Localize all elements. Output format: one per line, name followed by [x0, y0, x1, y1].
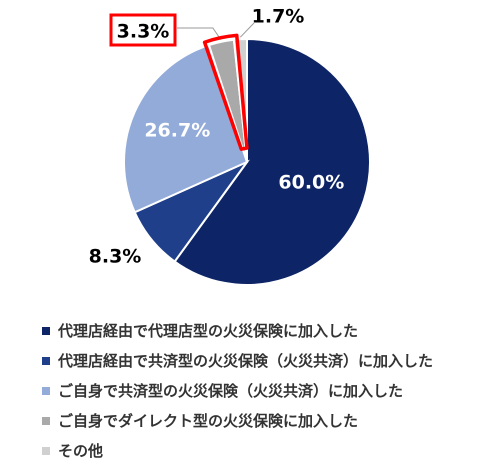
legend-item-5: その他 [40, 436, 433, 466]
data-label-slice-4: 3.3% [117, 21, 170, 43]
data-label-slice-2: 8.3% [89, 246, 142, 268]
data-label-slice-1: 60.0% [278, 171, 344, 193]
leader-line-slice-4 [177, 27, 222, 41]
legend-swatch-3 [42, 387, 50, 395]
pie-slice-1 [173, 37, 371, 286]
legend-swatch-1 [42, 327, 50, 335]
legend-label-4: ご自身でダイレクト型の火災保険に加入した [58, 412, 359, 430]
legend-item-1: 代理店経由で代理店型の火災保険に加入した [40, 316, 433, 346]
legend-item-2: 代理店経由で共済型の火災保険（火災共済）に加入した [40, 346, 433, 376]
pie-chart: 60.0% 8.3% 26.7% 3.3% 1.7% [89, 6, 371, 286]
highlight-outline-slice-4 [202, 33, 249, 151]
highlight-label-box [109, 13, 177, 47]
legend-label-5: その他 [58, 442, 104, 460]
legend-swatch-5 [42, 447, 50, 455]
legend-swatch-2 [42, 357, 50, 365]
data-label-slice-5: 1.7% [252, 6, 305, 28]
data-label-slice-3: 26.7% [144, 120, 210, 142]
legend-label-3: ご自身で共済型の火災保険（火災共済）に加入した [58, 382, 404, 400]
legend-swatch-4 [42, 417, 50, 425]
legend-label-1: 代理店経由で代理店型の火災保険に加入した [58, 322, 359, 340]
leader-line-slice-5 [239, 22, 255, 38]
legend-label-2: 代理店経由で共済型の火災保険（火災共済）に加入した [58, 352, 434, 370]
pie-slice-3 [123, 43, 249, 214]
legend-item-3: ご自身で共済型の火災保険（火災共済）に加入した [40, 376, 433, 406]
legend-item-4: ご自身でダイレクト型の火災保険に加入した [40, 406, 433, 436]
legend: 代理店経由で代理店型の火災保険に加入した代理店経由で共済型の火災保険（火災共済）… [40, 316, 433, 466]
